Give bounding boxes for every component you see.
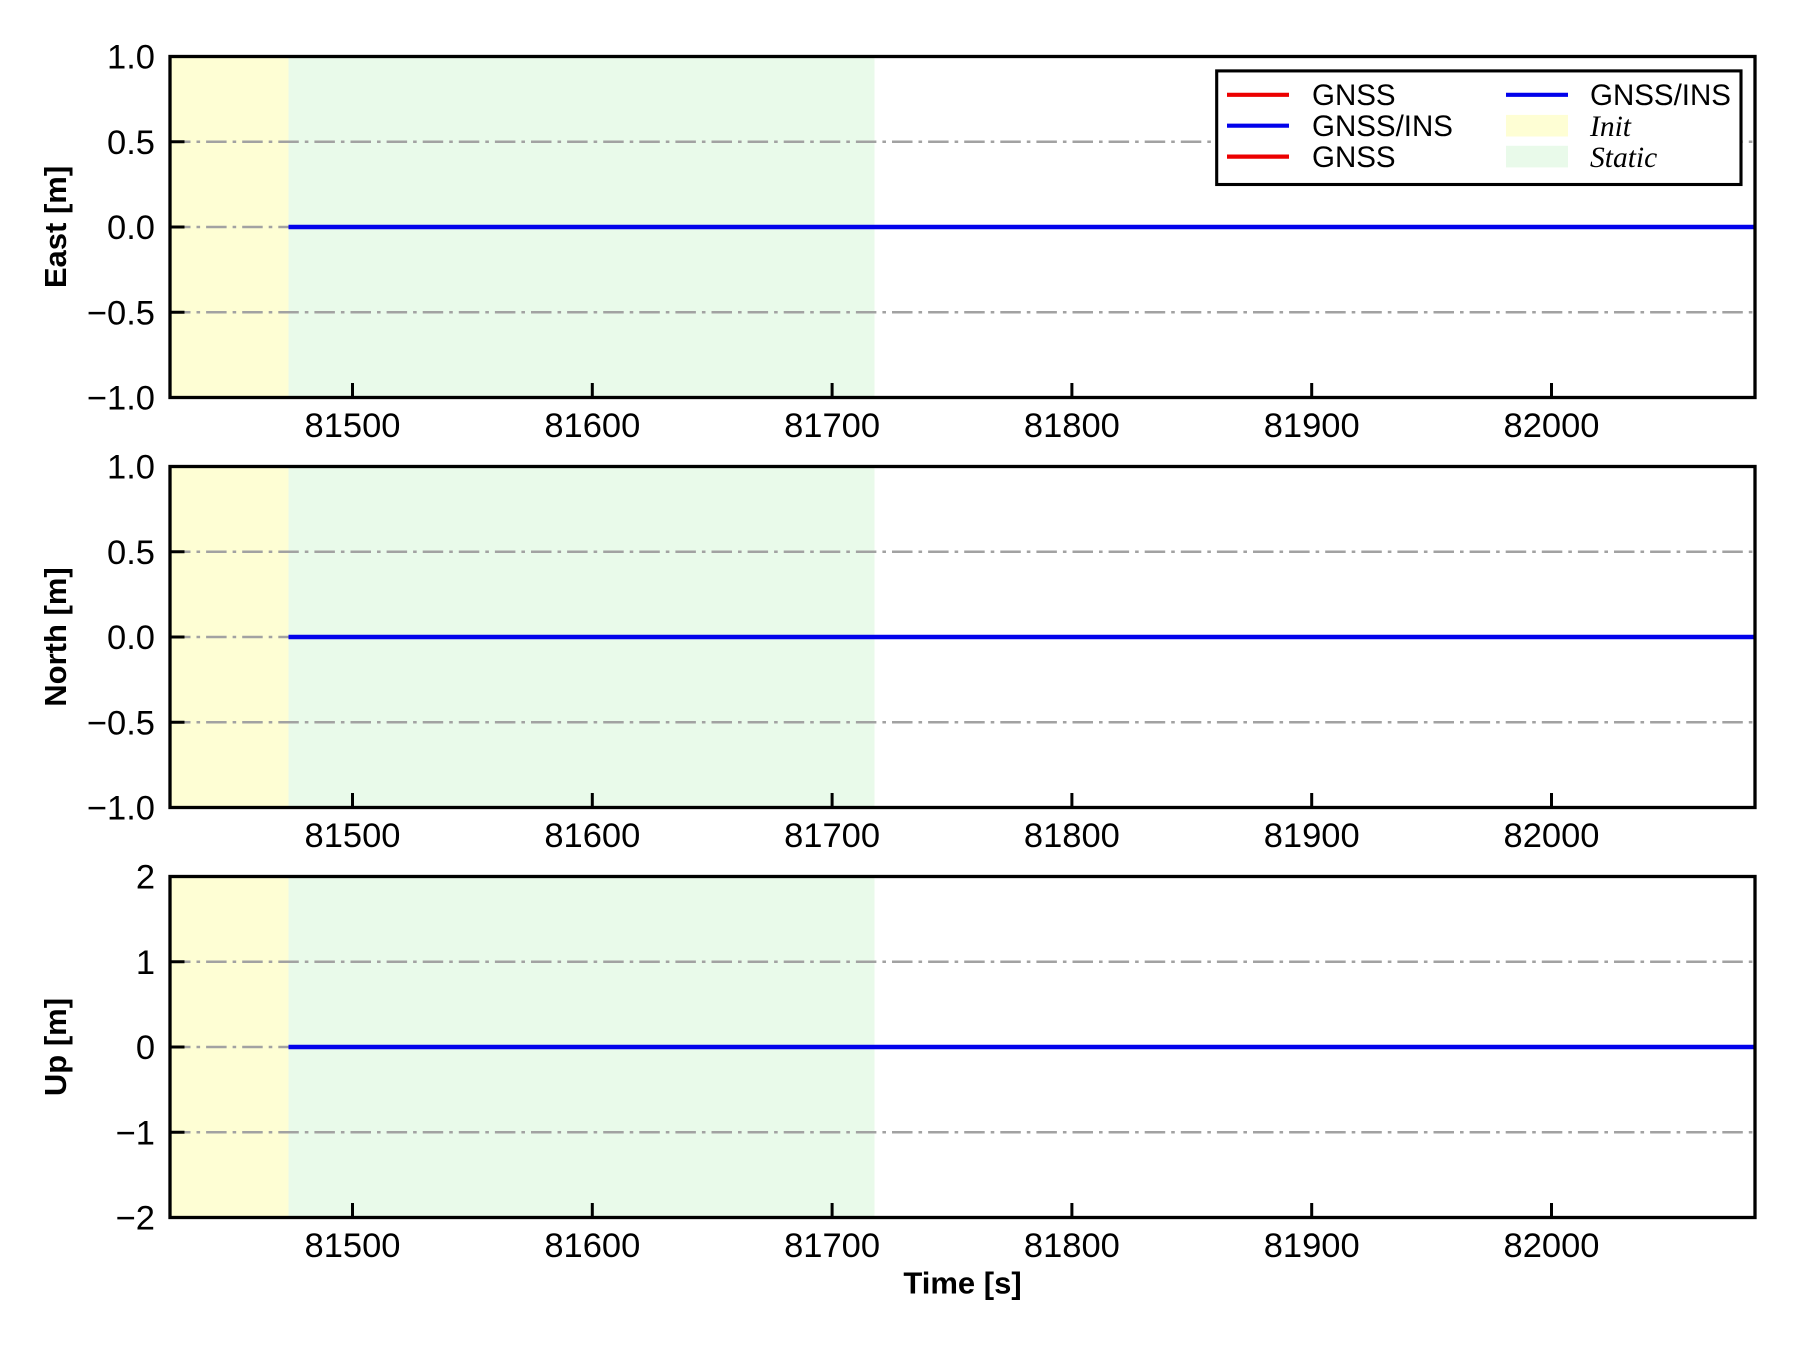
svg-text:1: 1 [136,944,155,982]
svg-text:81900: 81900 [1264,407,1360,445]
svg-text:0.0: 0.0 [107,619,155,657]
svg-text:GNSS: GNSS [1312,141,1396,174]
svg-text:82000: 82000 [1504,1227,1600,1265]
svg-text:81500: 81500 [305,817,401,855]
svg-text:0.5: 0.5 [107,534,155,572]
svg-text:1.0: 1.0 [107,449,155,487]
svg-text:0.5: 0.5 [107,124,155,162]
svg-text:81600: 81600 [544,407,640,445]
svg-text:−0.5: −0.5 [87,704,155,742]
svg-text:81900: 81900 [1264,817,1360,855]
svg-text:81800: 81800 [1024,407,1120,445]
svg-text:Static: Static [1590,142,1657,174]
svg-text:−1.0: −1.0 [87,790,155,828]
svg-text:−2: −2 [116,1200,155,1238]
svg-text:81900: 81900 [1264,1227,1360,1265]
svg-text:Up [m]: Up [m] [38,998,73,1096]
svg-text:−0.5: −0.5 [87,294,155,332]
svg-text:81700: 81700 [784,817,880,855]
svg-text:0: 0 [136,1029,155,1067]
svg-text:2: 2 [136,859,155,897]
svg-text:1.0: 1.0 [107,39,155,77]
svg-text:81600: 81600 [544,1227,640,1265]
svg-text:81700: 81700 [784,407,880,445]
svg-text:81800: 81800 [1024,1227,1120,1265]
svg-text:81800: 81800 [1024,817,1120,855]
svg-text:North [m]: North [m] [38,567,73,706]
svg-text:GNSS/INS: GNSS/INS [1590,79,1731,112]
svg-text:82000: 82000 [1504,817,1600,855]
svg-text:Time [s]: Time [s] [903,1266,1021,1301]
svg-text:−1: −1 [116,1114,155,1152]
svg-text:81600: 81600 [544,817,640,855]
svg-text:82000: 82000 [1504,407,1600,445]
svg-text:GNSS: GNSS [1312,79,1396,112]
svg-text:81700: 81700 [784,1227,880,1265]
svg-text:0.0: 0.0 [107,209,155,247]
svg-text:East [m]: East [m] [38,166,73,288]
svg-text:81500: 81500 [305,1227,401,1265]
svg-text:GNSS/INS: GNSS/INS [1312,110,1453,143]
svg-text:Init: Init [1589,111,1632,143]
svg-text:−1.0: −1.0 [87,380,155,418]
svg-text:81500: 81500 [305,407,401,445]
